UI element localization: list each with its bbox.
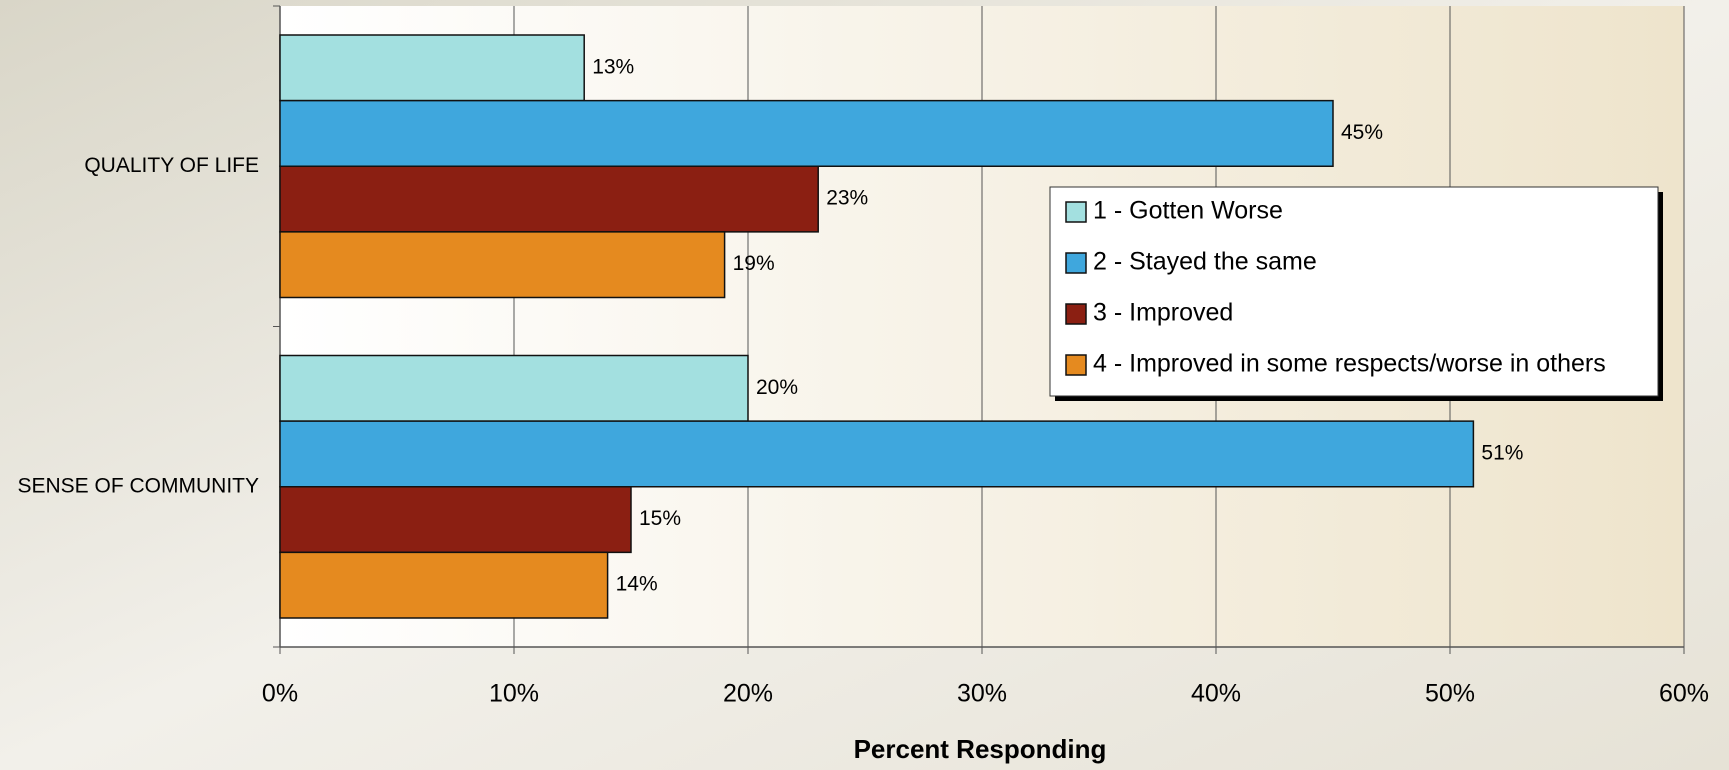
y-tick-label: QUALITY OF LIFE (84, 154, 259, 177)
bar (279, 551, 609, 619)
legend-swatch (1065, 354, 1087, 376)
x-tick-label: 40% (1191, 680, 1241, 708)
data-label: 51% (1481, 441, 1523, 464)
bar (279, 165, 819, 233)
x-axis-title: Percent Responding (854, 734, 1107, 764)
data-label: 13% (592, 55, 634, 78)
bar (279, 99, 1334, 167)
legend-label: 3 - Improved (1093, 299, 1233, 327)
legend-swatch (1065, 303, 1087, 325)
legend (1049, 186, 1659, 397)
data-label: 23% (826, 187, 868, 210)
x-tick-label: 30% (957, 680, 1007, 708)
x-tick-label: 10% (489, 680, 539, 708)
legend-swatch (1065, 252, 1087, 274)
legend-label: 2 - Stayed the same (1093, 248, 1317, 276)
legend-label: 4 - Improved in some respects/worse in o… (1093, 350, 1606, 378)
x-tick-label: 60% (1659, 680, 1709, 708)
bar (279, 231, 726, 299)
bar (279, 34, 585, 102)
data-label: 14% (616, 573, 658, 596)
data-label: 19% (733, 252, 775, 275)
legend-label: 1 - Gotten Worse (1093, 197, 1283, 225)
bar (279, 420, 1475, 488)
data-label: 15% (639, 507, 681, 530)
x-tick-label: 50% (1425, 680, 1475, 708)
x-tick-label: 0% (262, 680, 298, 708)
data-label: 20% (756, 376, 798, 399)
y-tick-label: SENSE OF COMMUNITY (17, 474, 259, 497)
legend-swatch (1065, 201, 1087, 223)
bar (279, 354, 749, 422)
bar (279, 486, 632, 554)
x-tick-label: 20% (723, 680, 773, 708)
data-label: 45% (1341, 121, 1383, 144)
